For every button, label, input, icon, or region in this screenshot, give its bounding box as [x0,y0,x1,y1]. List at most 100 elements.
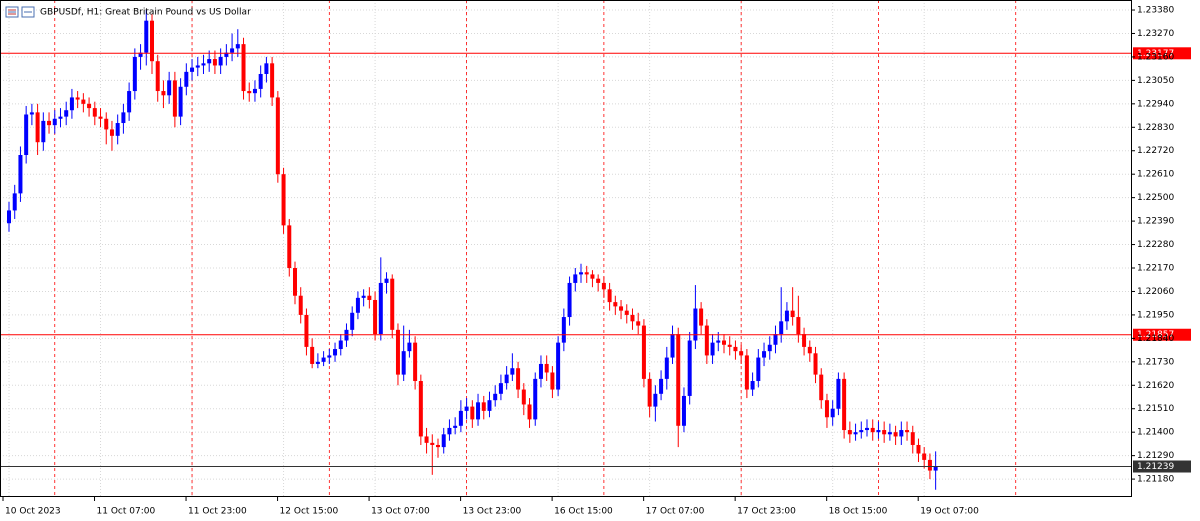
candle-body [613,302,618,307]
candle-body [779,321,784,335]
candle-body [361,295,366,298]
candle-body [384,278,389,283]
y-tick-label: 1.22610 [1137,170,1174,180]
candle-body [18,155,23,194]
candle-body [859,430,864,433]
candle-body [127,91,132,113]
candle-body [476,402,481,420]
candle-body [464,406,469,411]
candle-body [275,97,280,175]
candle-body [167,80,172,96]
candle-body [533,378,538,420]
candle-body [69,97,74,111]
candle-body [155,61,160,92]
candle-body [579,272,583,275]
x-tick-label: 17 Oct 23:00 [737,507,796,517]
candle-body [247,91,252,94]
candle-body [693,308,698,341]
candle-body [395,329,400,375]
candle-body [304,314,309,347]
candle-body [390,278,395,330]
candle-body [573,274,578,283]
candle-body [47,120,52,126]
candle-body [424,436,429,443]
candle-body [733,346,738,352]
candle-body [550,372,555,390]
candle-body [813,353,818,375]
candle-body [699,308,704,326]
candle-body [596,278,601,283]
candle-body [619,306,624,311]
candle-body [927,459,932,471]
candle-body [453,425,458,428]
y-tick-label: 1.23050 [1137,76,1174,86]
candle-body [659,378,664,394]
candle-body [190,67,195,72]
candle-body [664,357,669,379]
candle-body [184,71,189,87]
level-label-bg [1133,47,1191,60]
candle-body [92,108,97,117]
candle-body [373,299,378,335]
candle-body [64,110,69,117]
candle-body [722,340,726,345]
candle-body [893,432,898,437]
x-tick-label: 16 Oct 15:00 [554,507,613,517]
candle-body [784,310,789,322]
candle-body [24,114,29,156]
candle-body [538,363,543,379]
candle-body [544,363,549,373]
level-label-bg [1133,460,1191,473]
candle-body [887,432,892,435]
y-tick-label: 1.23270 [1137,29,1174,39]
candle-body [436,444,440,448]
candle-body [447,427,452,435]
candle-body [407,342,412,352]
candle-body [653,393,658,407]
candle-body [201,63,206,66]
y-tick-label: 1.22280 [1137,240,1174,250]
candle-body [870,427,875,433]
candle-body [744,355,749,390]
candle-body [441,434,446,448]
candle-body [636,321,641,326]
candle-body [132,56,137,92]
candle-body [104,118,109,130]
y-tick-label: 1.21290 [1137,451,1174,461]
candle-body [109,129,114,136]
candle-body [847,430,852,435]
candle-body [584,272,589,275]
candle-body [527,404,532,420]
plot-frame [0,0,1132,497]
candle-body [807,346,812,354]
candle-body [310,346,315,364]
candle-body [824,400,829,418]
x-tick-label: 10 Oct 2023 [5,507,61,517]
candle-body [287,225,292,269]
y-tick-label: 1.22720 [1137,146,1174,156]
candle-body [687,340,692,396]
y-tick-label: 1.21510 [1137,404,1174,414]
candle-body [35,112,40,143]
candle-body [298,295,303,315]
candle-body [195,65,200,68]
candle-body [75,97,80,100]
candle-body [704,325,709,356]
candle-body [161,91,166,96]
candle-body [481,402,486,411]
x-tick-label: 13 Oct 23:00 [463,507,522,517]
candle-body [333,349,338,356]
y-tick-label: 1.21730 [1137,357,1174,367]
candle-body [241,44,246,92]
candle-body [58,116,63,119]
x-tick-label: 19 Oct 07:00 [920,507,979,517]
candle-body [681,395,686,426]
candle-body [561,317,566,343]
candle-body [493,393,498,401]
candle-body [819,374,824,401]
candle-body [138,52,143,57]
y-tick-label: 1.22390 [1137,217,1174,227]
y-tick-label: 1.21950 [1137,310,1174,320]
candle-body [418,381,423,437]
